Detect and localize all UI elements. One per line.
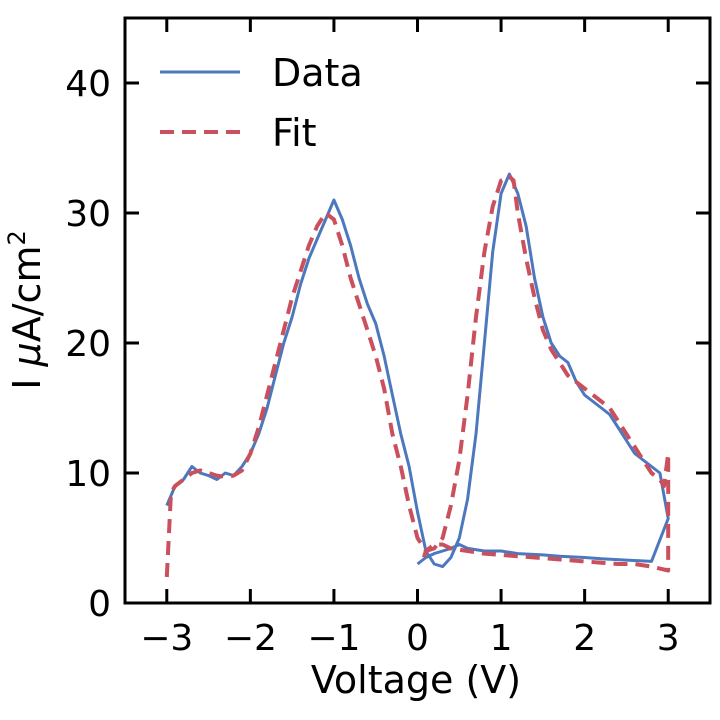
x-tick-label: −3 [140,618,193,659]
y-tick-label: 10 [65,454,111,495]
x-tick-label: −2 [224,618,277,659]
y-axis-label-unit: A/cm [5,246,49,343]
ticks [125,18,710,605]
series-line-data [165,172,670,569]
legend-label-fit: Fit [272,111,317,155]
x-tick-label: 1 [490,618,513,659]
y-axis-label-prefix: I [5,366,49,389]
y-tick-label: 0 [88,584,111,625]
y-axis-label-mu: μ [5,342,49,367]
y-tick-label: 20 [65,324,111,365]
y-tick-label: 40 [65,64,111,105]
x-axis-label: Voltage (V) [311,658,521,702]
x-tick-label: 0 [406,618,429,659]
y-axis-label-exponent: 2 [3,230,31,245]
y-tick-label: 30 [65,194,111,235]
y-axis-label: I μA/cm2 [3,230,49,389]
legend-label-data: Data [272,51,363,95]
x-tick-label: 3 [657,618,680,659]
x-tick-label: 2 [573,618,596,659]
legend: Data Fit [160,51,363,155]
x-tick-label: −1 [307,618,360,659]
plot-lines [164,172,671,578]
